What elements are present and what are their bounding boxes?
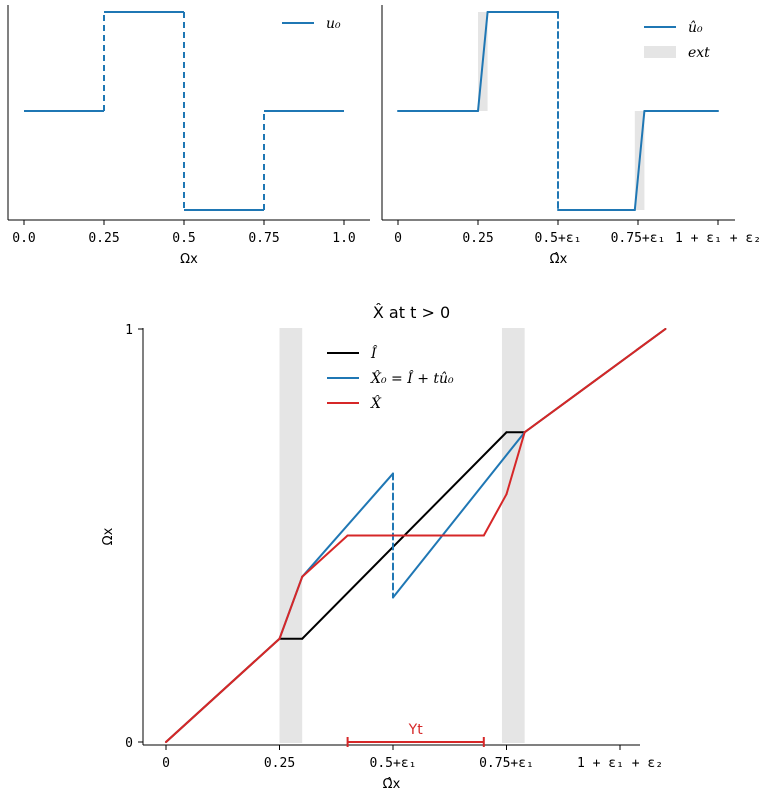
x-tick-label: 0 — [394, 231, 402, 246]
x-tick-label: 0.25 — [88, 231, 119, 246]
x-tick-label: 0.75 — [248, 231, 279, 246]
x-axis-label: Ω̂x — [550, 252, 568, 267]
x-tick-label: 0.5 — [172, 231, 195, 246]
x-tick-label: 0.25 — [462, 231, 493, 246]
x-axis-label: Ω̂x — [383, 777, 401, 792]
x-axis-label: Ωx — [180, 252, 198, 267]
x-tick-label: 1 + ε₁ + ε₂ — [577, 756, 663, 771]
series-segment — [301, 472, 394, 578]
legend: û₀ ext — [644, 20, 710, 61]
x-tick-label: 0.0 — [12, 231, 35, 246]
legend-swatch — [644, 46, 676, 58]
x-tick-label: 1 + ε₁ + ε₂ — [675, 231, 761, 246]
x-tick-label: 1.0 — [332, 231, 355, 246]
chart-panel-2: 0 0.25 0.5+ε₁ 0.75+ε₁ 1 + ε₁ + ε₂ Ω̂x û₀ ext — [381, 5, 761, 267]
legend-entry-label: û₀ — [688, 20, 703, 36]
legend-entry-label: ext — [688, 45, 710, 61]
x-tick-label: 0.5+ε₁ — [370, 756, 417, 771]
x-tick-label: 0.75+ε₁ — [611, 231, 666, 246]
series-segment — [278, 575, 304, 640]
legend-entry-label: X̂ — [370, 394, 382, 412]
annotation-label: Υt — [408, 722, 424, 738]
shaded-region — [501, 328, 525, 743]
legend: u₀ — [282, 16, 341, 32]
y-axis-label: Ωx — [101, 527, 116, 545]
x-tick-label: 0.75+ε₁ — [479, 756, 534, 771]
legend-entry-label: X̂₀ = Î + tû₀ — [370, 369, 454, 387]
legend-entry-label: Î — [370, 344, 378, 362]
chart-panel-3: 0 0.25 0.5+ε₁ 0.75+ε₁ 1 + ε₁ + ε₂ 0 1 Ω̂x Ωx X̂ a… — [101, 303, 667, 792]
chart-title: X̂ at t > 0 — [373, 303, 450, 322]
legend-entry-label: u₀ — [326, 16, 341, 32]
series-segment — [482, 493, 508, 537]
series-segment — [165, 637, 281, 743]
series-segment — [477, 11, 489, 112]
series-segment — [392, 431, 526, 599]
x-tick-label: 0.25 — [264, 756, 295, 771]
legend: Î X̂₀ = Î + tû₀ X̂ — [327, 344, 454, 412]
series-segment — [633, 110, 646, 211]
shaded-region — [279, 328, 303, 743]
y-tick-label: 1 — [125, 323, 133, 338]
series-segment — [301, 534, 349, 578]
series-segment — [505, 431, 526, 496]
series-segment — [523, 328, 667, 434]
y-tick-label: 0 — [125, 736, 133, 751]
x-tick-label: 0.5+ε₁ — [535, 231, 582, 246]
chart-panel-1: 0.0 0.25 0.5 0.75 1.0 Ωx u₀ — [7, 5, 370, 267]
x-tick-label: 0 — [162, 756, 170, 771]
